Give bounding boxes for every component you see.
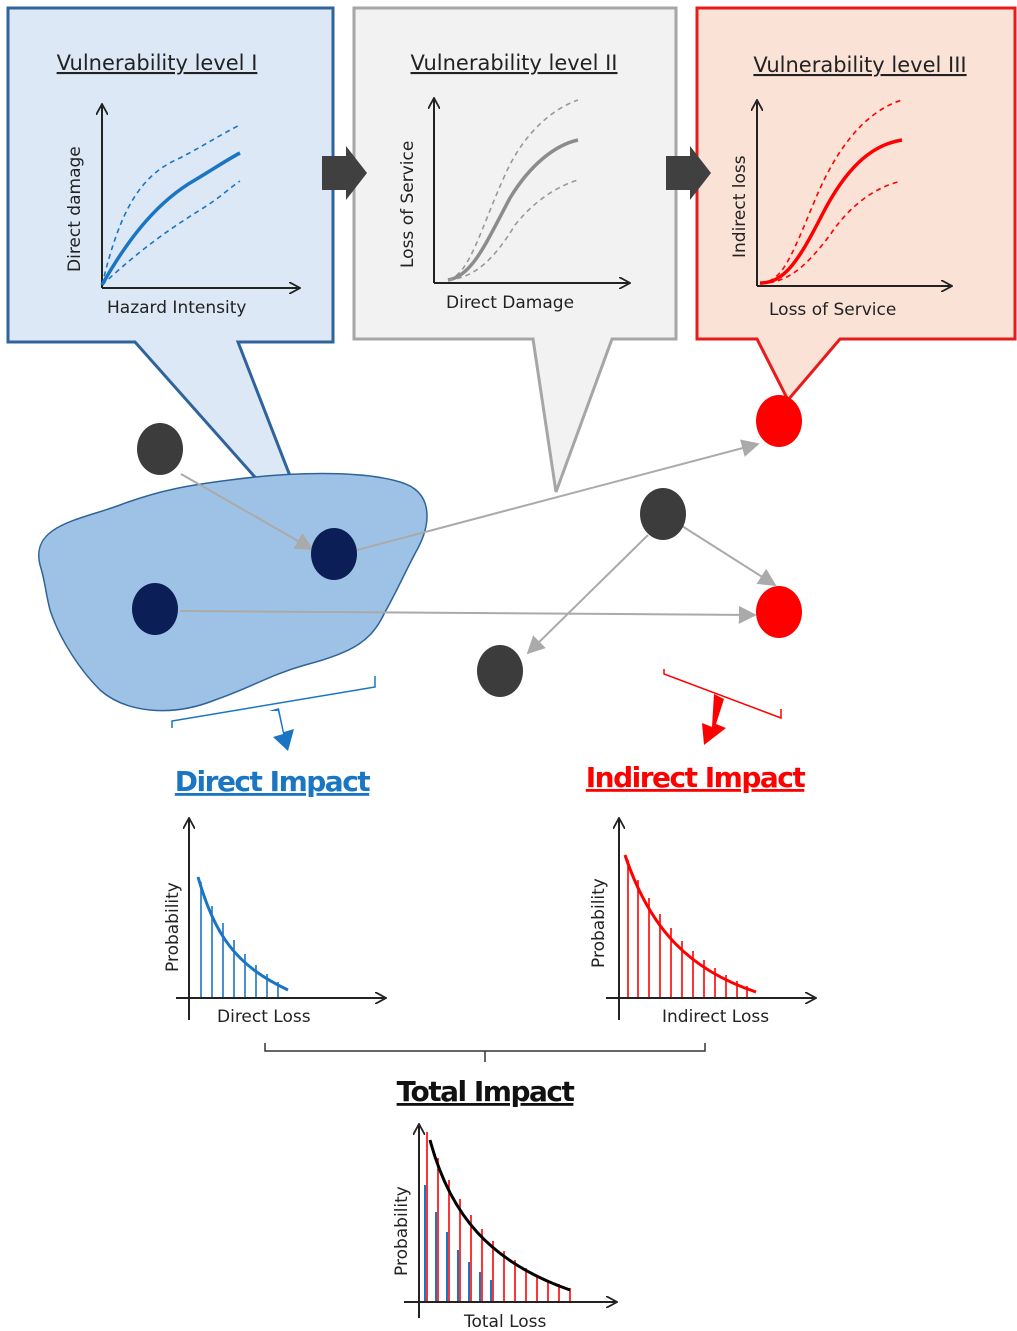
indirect-loss-bars <box>627 860 748 998</box>
direct-arrow <box>269 708 294 751</box>
level1-chart: Hazard Intensity Direct damage <box>65 104 300 318</box>
level3-x-label: Loss of Service <box>769 300 896 320</box>
level2-title: Vulnerability level II <box>411 51 618 75</box>
arrow-level2-to-level3 <box>666 146 711 200</box>
node-dark <box>137 423 183 475</box>
level1-mean-curve <box>100 151 241 286</box>
total-loss-chart: Total Loss Probability <box>392 1124 617 1331</box>
level1-x-label: Hazard Intensity <box>107 298 246 318</box>
total-loss-y-label: Probability <box>392 1186 412 1276</box>
direct-loss-chart: Direct Loss Probability <box>163 818 386 1027</box>
indirect-arrow <box>702 694 726 745</box>
total-loss-blue-bars <box>424 1185 492 1302</box>
node-direct <box>132 583 178 635</box>
edge <box>180 473 314 550</box>
network-nodes <box>132 395 802 697</box>
level1-title: Vulnerability level I <box>57 51 258 75</box>
level3-mean-curve <box>759 138 903 285</box>
direct-loss-curve <box>196 876 289 992</box>
panel-level-3 <box>695 6 1017 403</box>
direct-loss-x-label: Direct Loss <box>217 1007 311 1027</box>
level3-title: Vulnerability level III <box>753 53 966 77</box>
level2-y-label: Loss of Service <box>398 141 418 268</box>
level1-y-label: Direct damage <box>65 146 85 272</box>
indirect-loss-y-label: Probability <box>589 878 609 968</box>
direct-loss-bars <box>200 882 279 998</box>
panel-level-1 <box>6 6 335 549</box>
indirect-loss-chart: Indirect Loss Probability <box>589 818 816 1027</box>
indirect-loss-x-label: Indirect Loss <box>662 1007 769 1027</box>
node-dark <box>640 488 686 540</box>
total-loss-x-label: Total Loss <box>463 1312 547 1331</box>
indirect-impact-title: Indirect Impact <box>586 761 806 794</box>
indirect-bracket <box>663 669 782 720</box>
level1-upper-bound <box>101 124 241 286</box>
node-direct <box>311 528 357 580</box>
direct-bracket <box>171 676 376 728</box>
level2-x-label: Direct Damage <box>446 293 574 313</box>
level2-mean-curve <box>447 138 579 282</box>
level3-upper-bound <box>759 99 903 284</box>
edge <box>526 534 649 655</box>
total-bracket <box>264 1043 706 1062</box>
level2-chart: Direct Damage Loss of Service <box>398 98 630 313</box>
node-dark <box>477 645 523 697</box>
level2-lower-bound <box>447 179 579 281</box>
level3-y-label: Indirect loss <box>730 155 750 258</box>
edge <box>179 605 757 624</box>
level3-lower-bound <box>759 181 899 284</box>
level2-upper-bound <box>447 99 579 281</box>
hazard-region <box>37 472 428 712</box>
total-impact-title: Total Impact <box>397 1075 575 1108</box>
level3-chart: Loss of Service Indirect loss <box>730 100 952 320</box>
total-loss-curve <box>428 1139 571 1292</box>
direct-loss-y-label: Probability <box>163 882 183 972</box>
direct-impact-title: Direct Impact <box>175 765 370 798</box>
node-indirect <box>756 586 802 638</box>
network-edges <box>179 439 777 655</box>
indirect-loss-curve <box>623 854 757 994</box>
edge <box>681 525 777 586</box>
arrow-level1-to-level2 <box>322 146 367 200</box>
edge <box>356 439 760 551</box>
node-indirect <box>756 395 802 447</box>
total-loss-red-bars <box>426 1132 571 1302</box>
